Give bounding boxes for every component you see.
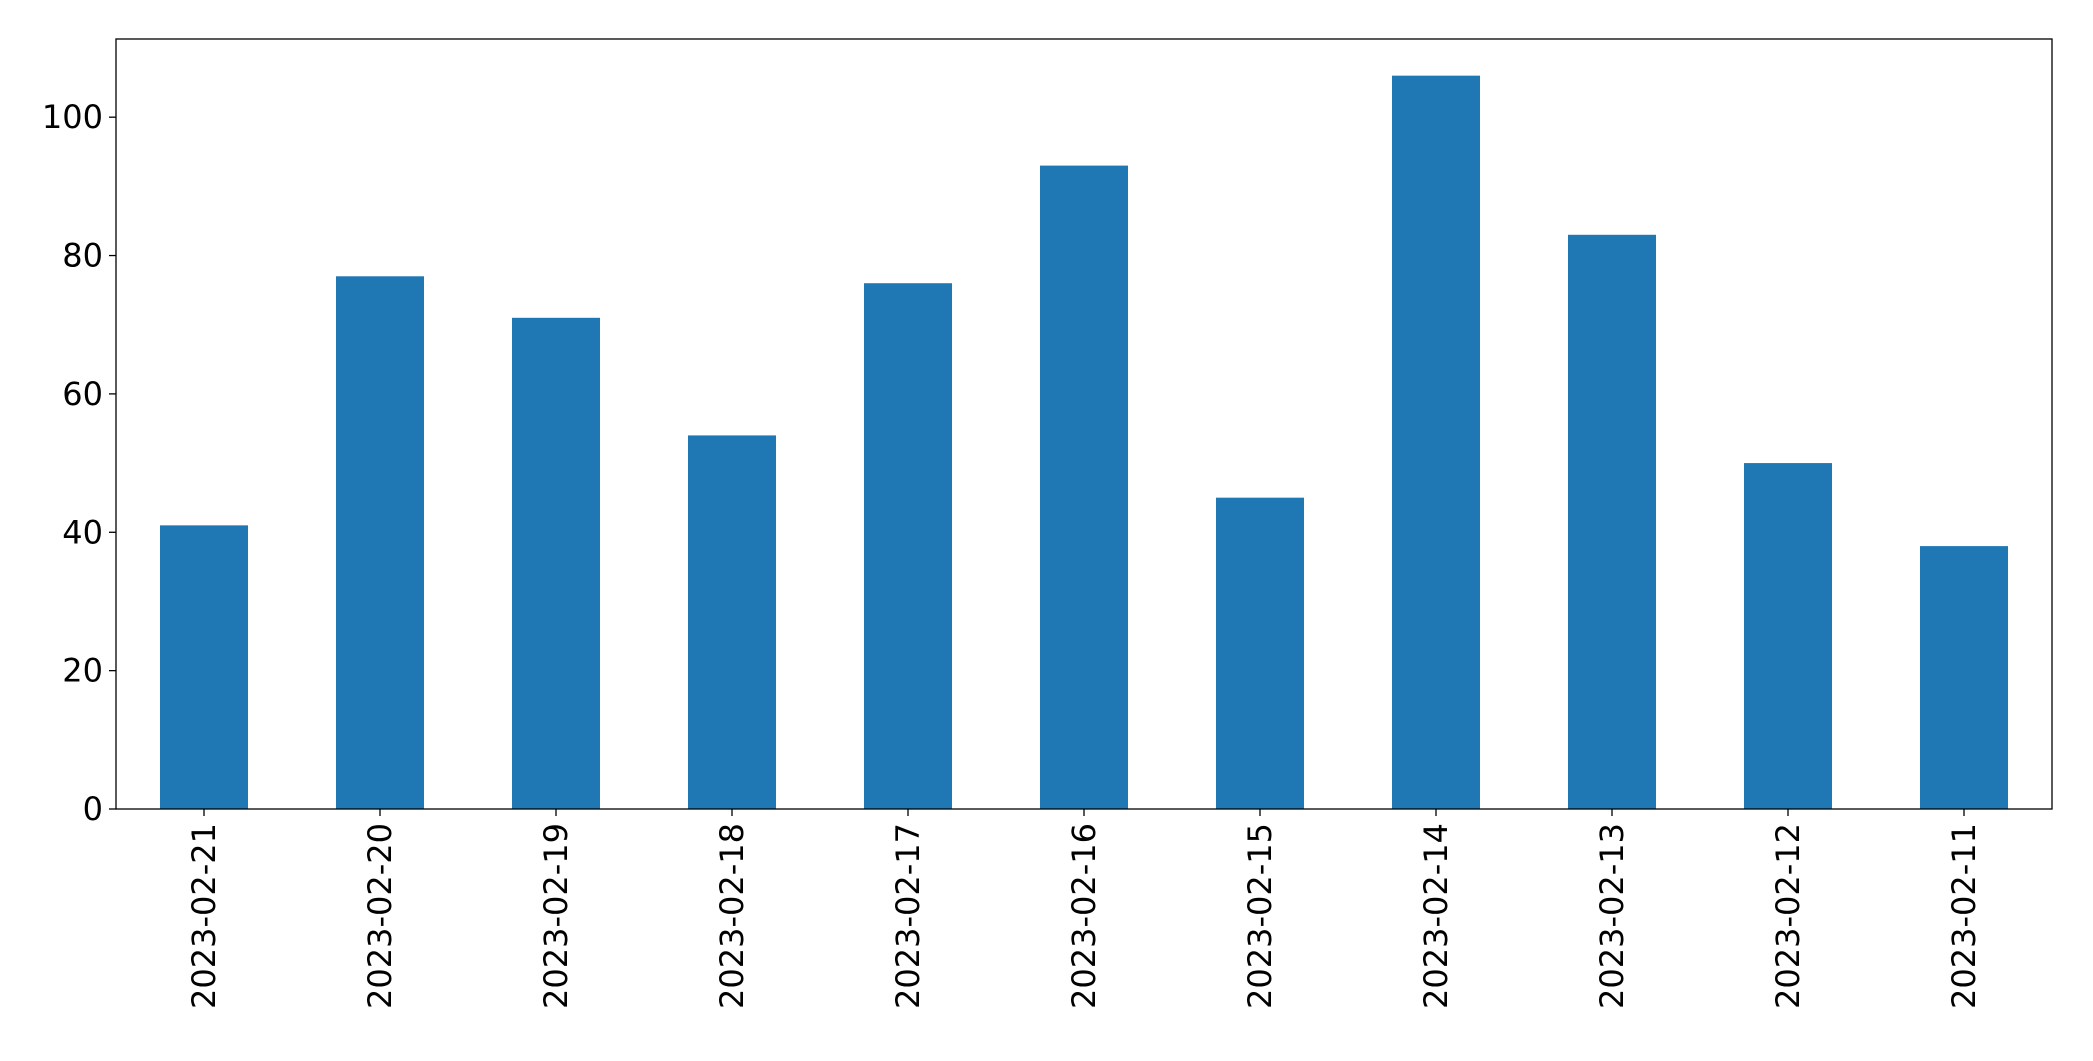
bar	[864, 283, 952, 809]
bar	[512, 317, 600, 809]
y-tick-label: 60	[62, 375, 103, 413]
x-tick-label: 2023-02-16	[1065, 823, 1103, 1009]
y-tick-label: 80	[62, 237, 103, 275]
x-tick-label: 2023-02-13	[1593, 823, 1631, 1009]
y-tick-label: 20	[62, 652, 103, 690]
bar	[1392, 75, 1480, 809]
bar	[1568, 234, 1656, 810]
x-tick-label: 2023-02-15	[1241, 823, 1279, 1009]
x-tick-label: 2023-02-12	[1769, 823, 1807, 1009]
x-tick-label: 2023-02-18	[713, 823, 751, 1009]
y-tick-label: 40	[62, 513, 103, 551]
bar	[160, 525, 248, 809]
bar	[1216, 497, 1304, 809]
bar	[1920, 546, 2008, 809]
x-tick-label: 2023-02-14	[1417, 823, 1455, 1009]
bar	[1744, 463, 1832, 809]
bar	[1040, 165, 1128, 810]
bar	[688, 435, 776, 809]
x-tick-label: 2023-02-21	[185, 823, 223, 1009]
plot-frame	[115, 38, 2053, 810]
x-tick-label: 2023-02-11	[1945, 823, 1983, 1009]
bar	[336, 276, 424, 809]
x-tick-label: 2023-02-19	[537, 823, 575, 1009]
x-tick-label: 2023-02-20	[361, 823, 399, 1009]
y-tick-label: 0	[83, 790, 103, 828]
y-tick-label: 100	[42, 98, 103, 136]
x-tick-label: 2023-02-17	[889, 823, 927, 1009]
